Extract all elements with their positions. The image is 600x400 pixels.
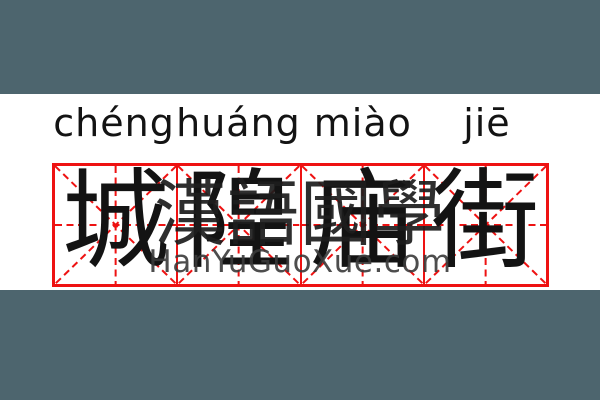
practice-cell: 隍 bbox=[178, 162, 302, 284]
practice-cell: 街 bbox=[425, 166, 546, 284]
practice-cell: 城 bbox=[55, 162, 179, 284]
pinyin-row: chéng huáng miào jiē bbox=[52, 98, 549, 148]
cell-guide-lines bbox=[55, 166, 176, 284]
hanzi-character: 庙 bbox=[308, 162, 417, 282]
hanzi-character: 街 bbox=[431, 162, 540, 282]
pinyin-syllable: chéng bbox=[53, 101, 175, 145]
hanzi-character: 城 bbox=[61, 162, 170, 282]
pinyin-syllable: jiē bbox=[463, 101, 511, 145]
practice-grid: 城 隍 庙 街 bbox=[52, 163, 549, 287]
cell-guide-lines bbox=[178, 166, 299, 284]
cell-guide-lines bbox=[302, 166, 423, 284]
hanzi-character: 隍 bbox=[184, 162, 293, 282]
practice-cell: 庙 bbox=[302, 166, 425, 284]
cell-guide-lines bbox=[425, 166, 546, 284]
pinyin-syllable: huáng bbox=[176, 101, 301, 145]
pinyin-syllable: miào bbox=[313, 101, 412, 145]
